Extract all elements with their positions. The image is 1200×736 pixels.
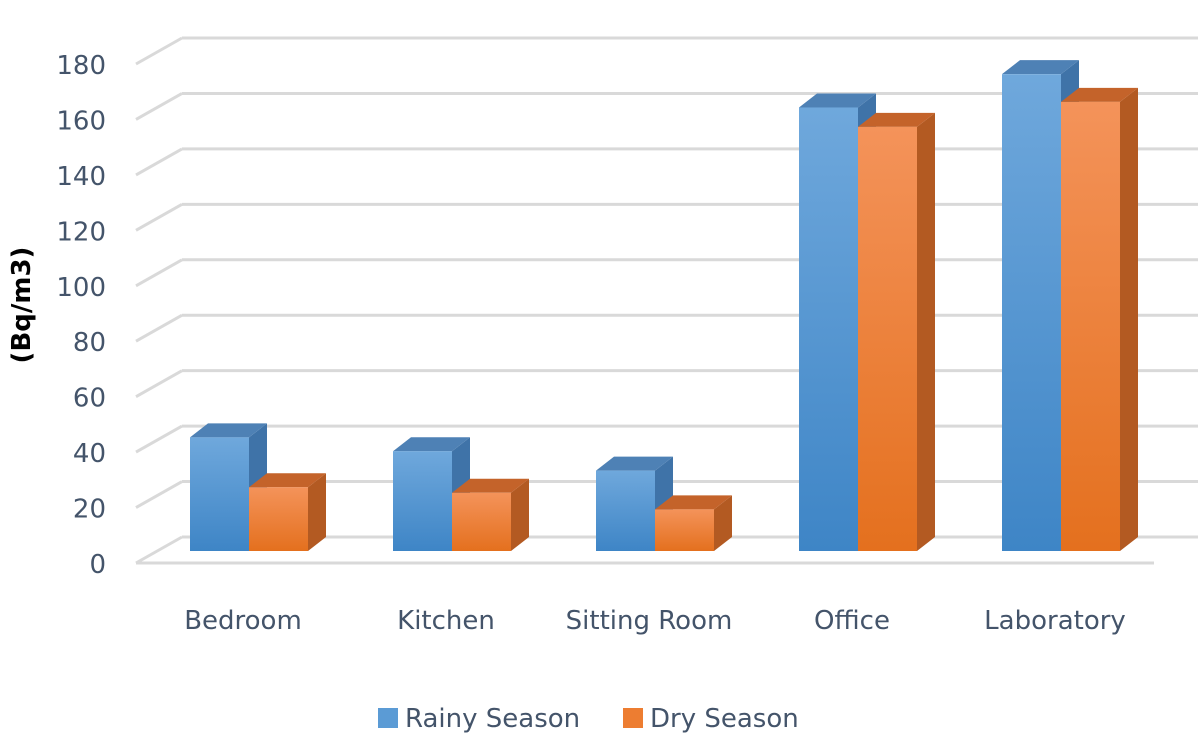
bar-front [858,126,917,551]
y-tick-label: 40 [73,439,106,469]
y-tick-label: 180 [56,51,106,81]
y-tick-label: 100 [56,273,106,303]
legend-swatch-dry [623,708,643,728]
y-tick-label: 140 [56,162,106,192]
bar-front [655,509,714,551]
gridline-depth [135,92,183,121]
gridline-depth [135,36,183,66]
legend-label-rainy: Rainy Season [405,704,580,734]
bar-top [655,495,732,510]
bar-front [249,487,308,551]
x-axis-categories: Bedroom Kitchen Sitting Room Office Laborato… [184,606,1126,636]
bar-side [917,112,935,551]
bar-top [799,93,876,108]
bar-side [308,473,326,551]
bar-top [249,473,326,488]
gridline-depth [135,535,183,565]
legend-swatch-rainy [378,708,398,728]
bar-side [1120,87,1138,552]
bar-dry-office [858,112,935,551]
x-category-label: Bedroom [184,606,302,636]
bar-side [714,495,732,551]
bar-dry-bedroom [249,473,326,551]
bar-rainy-sitting-room [596,456,673,551]
y-tick-label: 20 [73,495,106,525]
bar-top [452,478,529,493]
legend: Rainy Season Dry Season [378,704,799,734]
bars [190,60,1138,552]
bar-front [1061,101,1120,552]
legend-label-dry: Dry Season [650,704,799,734]
bar-top [1002,60,1079,75]
bar-front [452,492,511,551]
bar-top [190,423,267,438]
x-category-label: Kitchen [397,606,495,636]
x-category-label: Office [814,606,890,636]
gridline-depth [135,480,183,509]
gridline-depth [135,203,183,232]
y-tick-label: 80 [73,328,106,358]
x-category-label: Sitting Room [566,606,733,636]
bar-dry-sitting-room [655,495,732,551]
bar-side [511,478,529,551]
x-category-label: Laboratory [984,606,1126,636]
bar-top [1061,87,1138,102]
y-tick-label: 120 [56,217,106,247]
bar-rainy-bedroom [190,423,267,551]
y-tick-label: 0 [89,550,106,580]
bar-top [393,437,470,452]
y-axis-ticks: 0 20 40 60 80 100 120 140 160 180 [56,51,106,580]
bar-top [596,456,673,471]
gridline-depth [135,369,183,398]
gridline-depth [135,147,183,177]
gridline-depth [135,313,183,343]
bar-front [799,107,858,551]
bar-front [596,470,655,551]
bar-dry-laboratory [1061,87,1138,552]
bar-front [393,451,452,551]
gridline-depth [135,424,183,454]
bar-front [190,437,249,551]
y-axis-label: (Bq/m3) [7,247,37,364]
bar-front [1002,74,1061,551]
gridline-depth [135,258,183,288]
y-tick-label: 60 [73,384,106,414]
bar-top [858,112,935,127]
bar-dry-kitchen [452,478,529,551]
y-tick-label: 160 [56,106,106,136]
